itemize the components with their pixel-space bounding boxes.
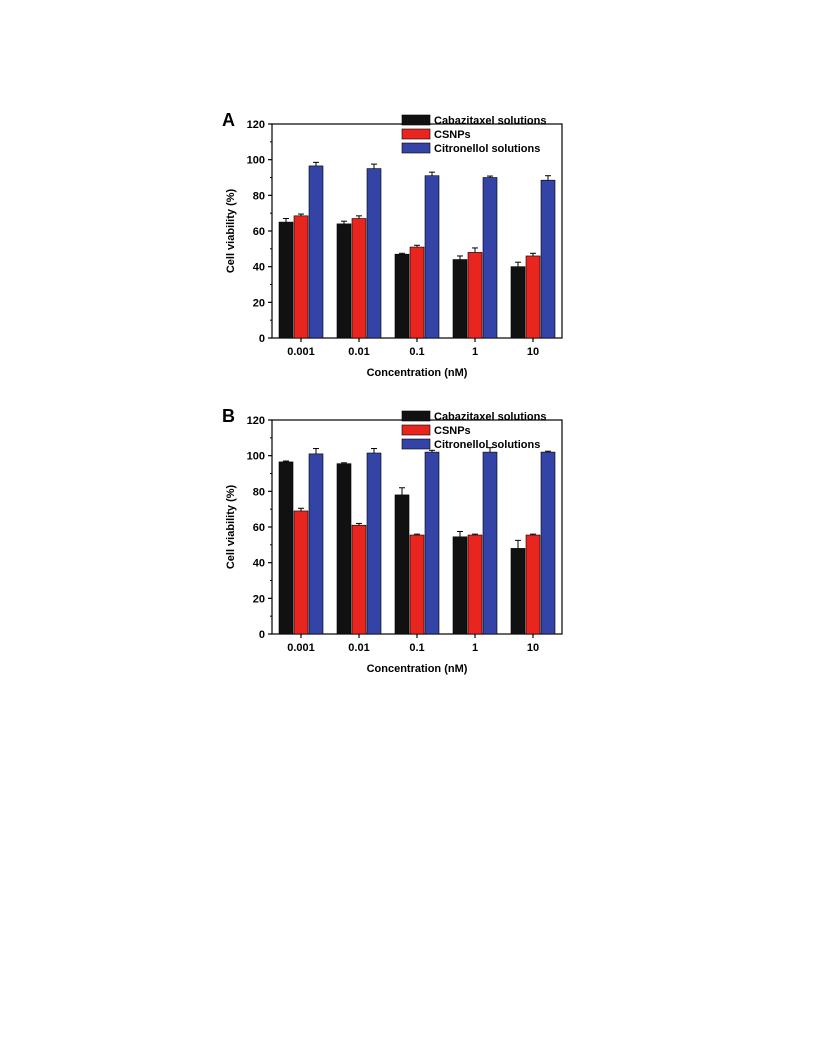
bar [336, 463, 352, 635]
y-tick-label: 20 [253, 593, 265, 605]
panel-label: B [222, 406, 235, 426]
bar [525, 534, 541, 635]
x-tick-label: 0.1 [409, 642, 424, 654]
y-tick-label: 0 [259, 629, 265, 641]
bar [452, 536, 468, 635]
bar [540, 451, 556, 635]
legend-swatch [401, 410, 431, 422]
bar [351, 218, 367, 339]
bar [510, 548, 526, 635]
bar [409, 246, 425, 339]
chart-panel-a: A Cell viability (%) Concentration (nM) … [216, 100, 576, 400]
legend-label: Cabazitaxel solutions [434, 115, 546, 127]
bar [278, 461, 294, 635]
chart-b-svg: B Cell viability (%) Concentration (nM) … [222, 406, 563, 675]
y-tick-label: 40 [253, 558, 265, 570]
legend-label: Citronellol solutions [434, 439, 540, 451]
legend-label: CSNPs [434, 129, 471, 141]
y-tick-label: 60 [253, 226, 265, 238]
bar [452, 259, 468, 339]
bar [467, 252, 483, 339]
bar [482, 177, 498, 339]
x-tick-label: 0.01 [348, 642, 369, 654]
y-tick-label: 60 [253, 522, 265, 534]
legend-swatch [401, 128, 431, 140]
legend-swatch [401, 424, 431, 436]
chart-a-svg: A Cell viability (%) Concentration (nM) … [222, 110, 563, 379]
bar [482, 451, 498, 635]
y-tick-label: 120 [247, 119, 265, 131]
x-tick-label: 0.1 [409, 346, 424, 358]
x-axis-label: Concentration (nM) [367, 367, 468, 379]
legend-label: CSNPs [434, 425, 471, 437]
legend-swatch [401, 438, 431, 450]
y-tick-label: 20 [253, 297, 265, 309]
panel-label: A [222, 110, 235, 130]
bar [278, 221, 294, 339]
y-tick-label: 80 [253, 190, 265, 202]
x-tick-label: 1 [472, 346, 478, 358]
bar [366, 452, 382, 635]
x-tick-label: 10 [527, 642, 539, 654]
bar [424, 175, 440, 339]
y-tick-label: 80 [253, 486, 265, 498]
y-tick-label: 0 [259, 333, 265, 345]
legend-label: Cabazitaxel solutions [434, 411, 546, 423]
bar [351, 524, 367, 635]
y-tick-label: 120 [247, 415, 265, 427]
bar [424, 451, 440, 635]
bar [308, 165, 324, 339]
bar [467, 534, 483, 635]
x-axis-label: Concentration (nM) [367, 663, 468, 675]
legend-swatch [401, 114, 431, 126]
x-tick-label: 1 [472, 642, 478, 654]
bar [394, 494, 410, 635]
bar [366, 168, 382, 339]
y-tick-label: 40 [253, 262, 265, 274]
x-tick-label: 0.01 [348, 346, 369, 358]
chart-panel-b: B Cell viability (%) Concentration (nM) … [216, 396, 576, 696]
bar [540, 179, 556, 339]
y-axis-label: Cell viability (%) [225, 484, 237, 569]
x-tick-label: 0.001 [287, 346, 315, 358]
bar [293, 510, 309, 635]
legend-swatch [401, 142, 431, 154]
bar [336, 223, 352, 339]
y-tick-label: 100 [247, 451, 265, 463]
bar [525, 255, 541, 339]
y-tick-label: 100 [247, 155, 265, 167]
legend-label: Citronellol solutions [434, 143, 540, 155]
bar [308, 453, 324, 635]
bar [394, 253, 410, 339]
x-tick-label: 0.001 [287, 642, 315, 654]
bar [510, 266, 526, 339]
bar [409, 534, 425, 635]
bar [293, 215, 309, 339]
x-tick-label: 10 [527, 346, 539, 358]
y-axis-label: Cell viability (%) [225, 188, 237, 273]
